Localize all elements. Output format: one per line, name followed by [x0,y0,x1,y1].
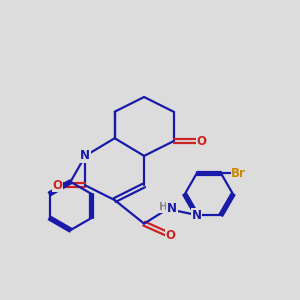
Text: H: H [159,202,168,212]
Text: O: O [52,179,62,192]
Text: O: O [196,135,206,148]
Text: N: N [167,202,177,215]
Text: O: O [166,229,176,242]
Text: N: N [192,208,202,222]
Text: Br: Br [231,167,246,180]
Text: N: N [80,149,90,162]
